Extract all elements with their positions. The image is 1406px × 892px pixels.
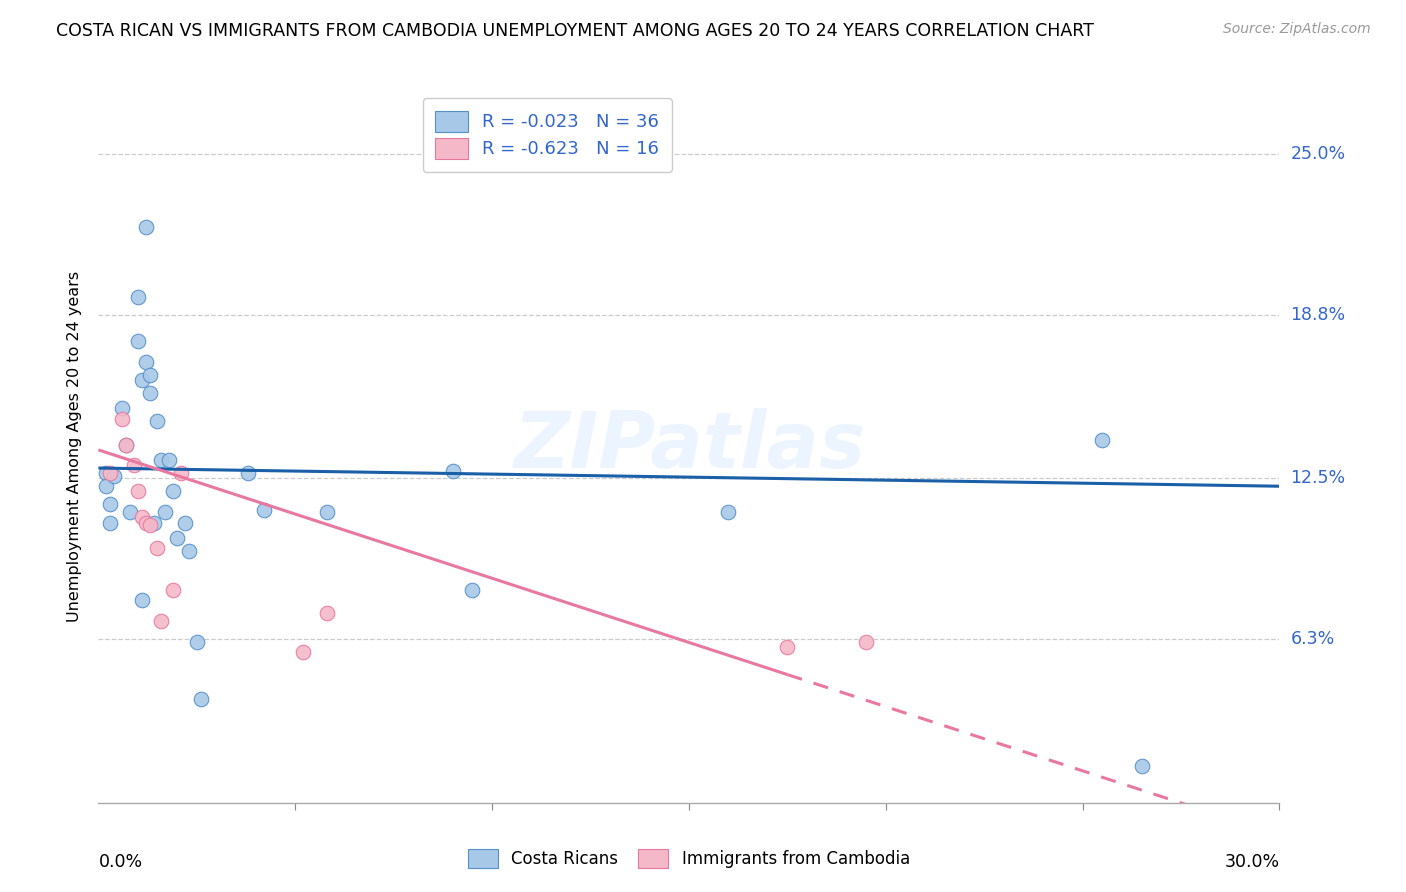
Point: [138, 518, 160, 533]
Point: [150, 614, 173, 628]
Point: [146, 541, 169, 556]
Point: [122, 458, 145, 473]
Point: [146, 414, 169, 428]
Text: COSTA RICAN VS IMMIGRANTS FROM CAMBODIA UNEMPLOYMENT AMONG AGES 20 TO 24 YEARS C: COSTA RICAN VS IMMIGRANTS FROM CAMBODIA …: [56, 22, 1094, 40]
Point: [98, 467, 121, 481]
Point: [135, 516, 157, 530]
Point: [127, 334, 149, 348]
Point: [127, 290, 149, 304]
Text: 30.0%: 30.0%: [1225, 853, 1279, 871]
Point: [98, 516, 121, 530]
Text: 25.0%: 25.0%: [1291, 145, 1346, 163]
Point: [177, 544, 200, 558]
Point: [96, 479, 118, 493]
Point: [292, 645, 315, 659]
Point: [135, 354, 157, 368]
Text: Source: ZipAtlas.com: Source: ZipAtlas.com: [1223, 22, 1371, 37]
Point: [170, 467, 193, 481]
Point: [127, 484, 149, 499]
Point: [186, 635, 208, 649]
Point: [717, 505, 740, 519]
Point: [131, 373, 153, 387]
Point: [253, 502, 276, 516]
Point: [138, 368, 160, 382]
Point: [174, 516, 197, 530]
Text: 12.5%: 12.5%: [1291, 469, 1346, 487]
Point: [166, 531, 188, 545]
Point: [111, 411, 134, 425]
Point: [115, 438, 138, 452]
Text: ZIPatlas: ZIPatlas: [513, 408, 865, 484]
Point: [118, 505, 141, 519]
Point: [131, 510, 153, 524]
Point: [115, 438, 138, 452]
Point: [131, 593, 153, 607]
Point: [96, 467, 118, 481]
Point: [855, 635, 877, 649]
Point: [162, 484, 184, 499]
Point: [138, 385, 160, 400]
Point: [1091, 433, 1114, 447]
Point: [461, 582, 484, 597]
Point: [150, 453, 173, 467]
Text: 0.0%: 0.0%: [98, 853, 142, 871]
Y-axis label: Unemployment Among Ages 20 to 24 years: Unemployment Among Ages 20 to 24 years: [67, 270, 83, 622]
Point: [103, 468, 125, 483]
Point: [98, 497, 121, 511]
Point: [315, 505, 337, 519]
Point: [236, 467, 259, 481]
Point: [441, 464, 464, 478]
Point: [1130, 759, 1153, 773]
Legend: Costa Ricans, Immigrants from Cambodia: Costa Ricans, Immigrants from Cambodia: [460, 840, 918, 877]
Point: [190, 692, 212, 706]
Point: [776, 640, 799, 654]
Text: 18.8%: 18.8%: [1291, 306, 1346, 324]
Text: 6.3%: 6.3%: [1291, 631, 1334, 648]
Point: [162, 582, 184, 597]
Point: [142, 516, 165, 530]
Point: [155, 505, 177, 519]
Point: [135, 219, 157, 234]
Point: [315, 607, 337, 621]
Point: [157, 453, 180, 467]
Point: [111, 401, 134, 416]
